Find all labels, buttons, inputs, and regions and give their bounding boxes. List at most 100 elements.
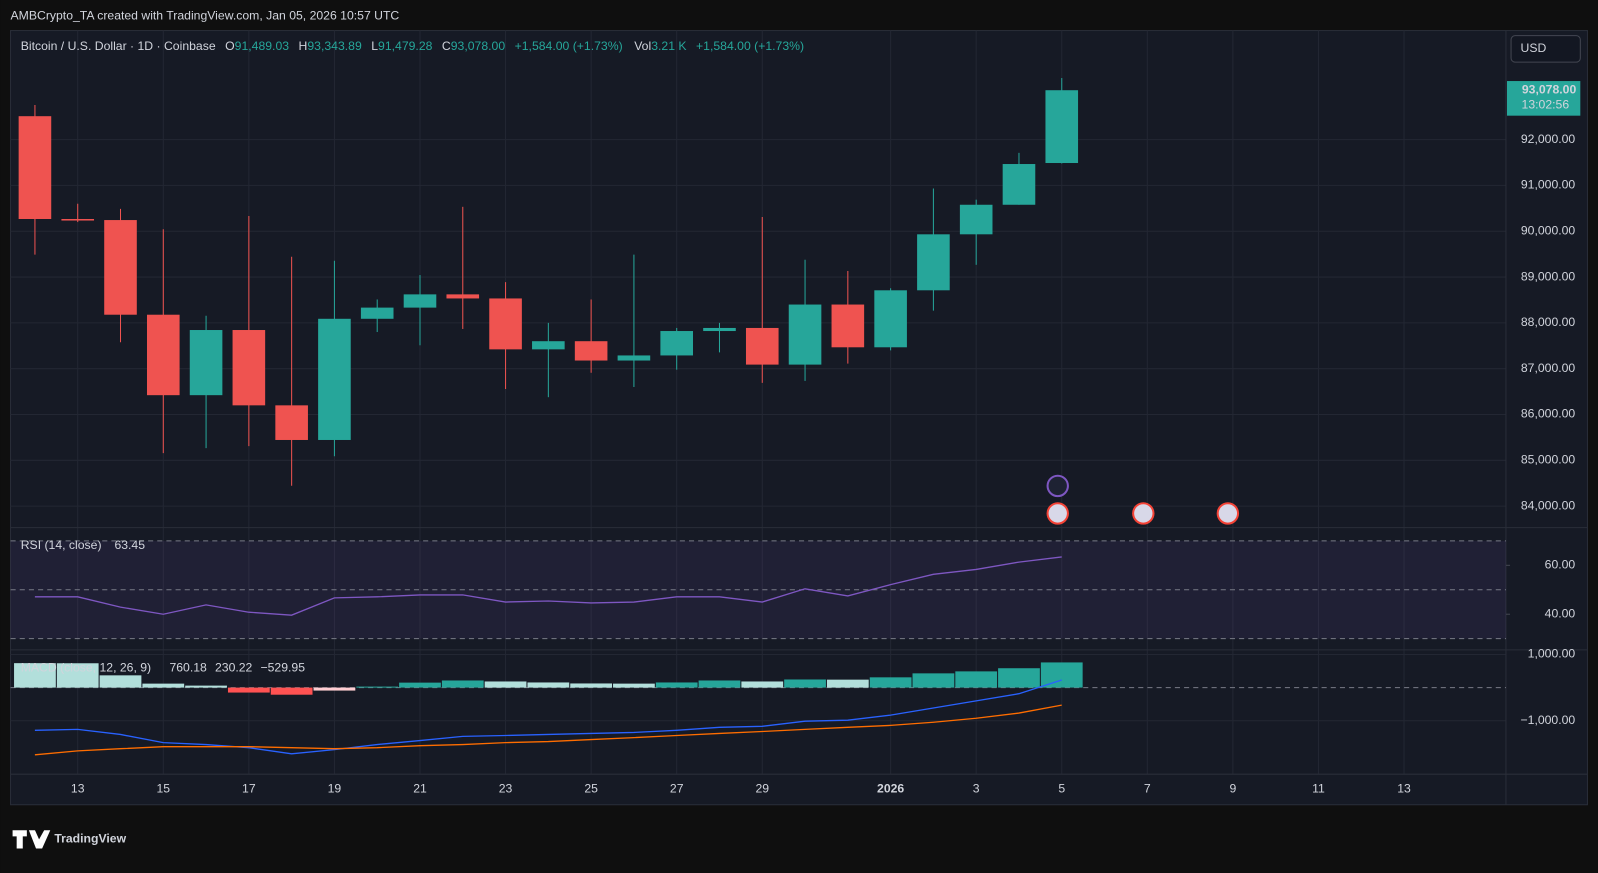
currency-button[interactable]: USD (1510, 35, 1581, 63)
x-tick-label: 19 (328, 782, 342, 796)
y-tick-label: 92,000.00 (1521, 132, 1576, 146)
candle-body (917, 234, 950, 291)
candle-body (403, 294, 437, 308)
legend-header: Bitcoin / U.S. Dollar · 1D · Coinbase O9… (21, 39, 804, 53)
macd-histogram-bar (399, 682, 441, 688)
price-tag (1506, 81, 1581, 116)
macd-tick-label: 1,000.00 (1528, 647, 1576, 661)
x-tick-label: 17 (242, 782, 256, 796)
ohlc-key: L (371, 39, 378, 53)
event-icon[interactable] (1046, 502, 1069, 525)
ohlc-value: 93,343.89 (307, 39, 362, 53)
macd-legend-value: 760.18 (169, 660, 207, 674)
macd-histogram-bar (826, 679, 869, 688)
macd-line (34, 704, 1062, 756)
y-tick-label: 84,000.00 (1521, 498, 1576, 512)
candle-body (104, 220, 137, 315)
macd-title: MACD (close, 12, 26, 9) (21, 660, 151, 674)
y-tick-label: 90,000.00 (1521, 223, 1576, 237)
x-tick-label: 29 (755, 782, 769, 796)
rsi-tick-label: 40.00 (1545, 606, 1576, 620)
ohlc-value: 93,078.00 (451, 39, 506, 53)
y-tick-label: 88,000.00 (1521, 315, 1576, 329)
x-tick-label: 15 (156, 782, 170, 796)
macd-histogram-bar (227, 687, 270, 693)
x-tick-label: 27 (670, 782, 684, 796)
macd-histogram-bar (99, 675, 142, 688)
x-tick-label: 5 (1058, 782, 1065, 796)
macd-histogram-bar (955, 671, 998, 688)
rsi-line (34, 556, 1062, 616)
volume-key: Vol (634, 39, 651, 53)
x-tick-label: 21 (413, 782, 427, 796)
candle-body (788, 304, 822, 365)
macd-histogram-bar (14, 663, 56, 688)
macd-histogram-bar (484, 681, 527, 688)
price-tag-countdown: 13:02:56 (1522, 98, 1570, 112)
candle-body (360, 307, 394, 319)
event-icon[interactable] (1216, 502, 1240, 525)
macd-histogram-bar (56, 663, 99, 688)
candle-body (660, 331, 693, 356)
event-icon[interactable] (1046, 474, 1069, 498)
price-tag-price: 93,078.00 (1522, 82, 1577, 96)
macd-histogram-bar (613, 683, 655, 688)
x-tick-label: 3 (973, 782, 980, 796)
candle-body (146, 314, 180, 396)
logo-text: TradingView (54, 832, 126, 846)
candle-body (703, 327, 736, 332)
candle-body (745, 327, 779, 365)
candle-body (232, 330, 266, 406)
event-icons (1046, 474, 1240, 525)
x-tick-label: 23 (499, 782, 513, 796)
candle-body (18, 116, 52, 220)
y-tick-label: 85,000.00 (1521, 453, 1576, 467)
change: +1,584.00 (+1.73%) (515, 39, 623, 53)
candle-body (275, 405, 308, 440)
macd-legend-value: −529.95 (261, 660, 306, 674)
candle-body (532, 341, 565, 350)
event-icon[interactable] (1132, 502, 1155, 525)
macd-histogram-bar (441, 680, 484, 688)
macd-tick-label: −1,000.00 (1521, 713, 1576, 727)
candle-body (1002, 164, 1036, 205)
macd-histogram-bar (313, 687, 356, 691)
rsi-title: RSI (14, close) (21, 538, 102, 552)
x-tick-label: 9 (1229, 782, 1236, 796)
ohlc-key: H (299, 39, 308, 53)
x-tick-label: 2026 (877, 782, 904, 796)
currency-button-label[interactable]: USD (1521, 41, 1547, 55)
macd-histogram-bar (698, 680, 741, 688)
y-tick-label: 91,000.00 (1521, 178, 1576, 192)
x-tick-label: 25 (584, 782, 598, 796)
x-tick-label: 11 (1312, 782, 1325, 796)
candle-body (1045, 90, 1079, 164)
x-tick-label: 13 (71, 782, 85, 796)
rsi-tick-label: 60.00 (1545, 558, 1576, 572)
currency-button-box[interactable] (1510, 35, 1581, 63)
macd-histogram-bar (869, 677, 912, 688)
volume-change: +1,584.00 (+1.73%) (696, 39, 804, 53)
macd-histogram-bar (356, 686, 399, 688)
plot: 13 15 17 19 21 23 25 27 29 2026 3 5 7 9 11 13 84,000.00 8… (10, 78, 1581, 796)
y-tick-label: 86,000.00 (1521, 407, 1576, 421)
rsi-legend-value: 63.45 (114, 538, 145, 552)
ohlc-value: 91,479.28 (378, 39, 433, 53)
macd-legend-value: 230.22 (215, 660, 253, 674)
symbol: Bitcoin / U.S. Dollar · 1D · Coinbase (21, 39, 216, 53)
logo-icon (12, 830, 51, 849)
y-tick-label: 89,000.00 (1521, 269, 1576, 283)
macd-histogram-bar (741, 681, 784, 688)
macd-histogram-bar (784, 679, 826, 688)
macd-histogram-bar (570, 683, 613, 688)
x-tick-label: 7 (1144, 782, 1151, 796)
macd-histogram-bar (912, 673, 955, 688)
macd-histogram-bar (270, 687, 313, 695)
macd-histogram-bar (527, 682, 570, 688)
candle-body (959, 204, 993, 235)
ohlc-key: C (442, 39, 451, 53)
candle-body (574, 341, 608, 361)
macd-histogram-bar (142, 683, 185, 688)
